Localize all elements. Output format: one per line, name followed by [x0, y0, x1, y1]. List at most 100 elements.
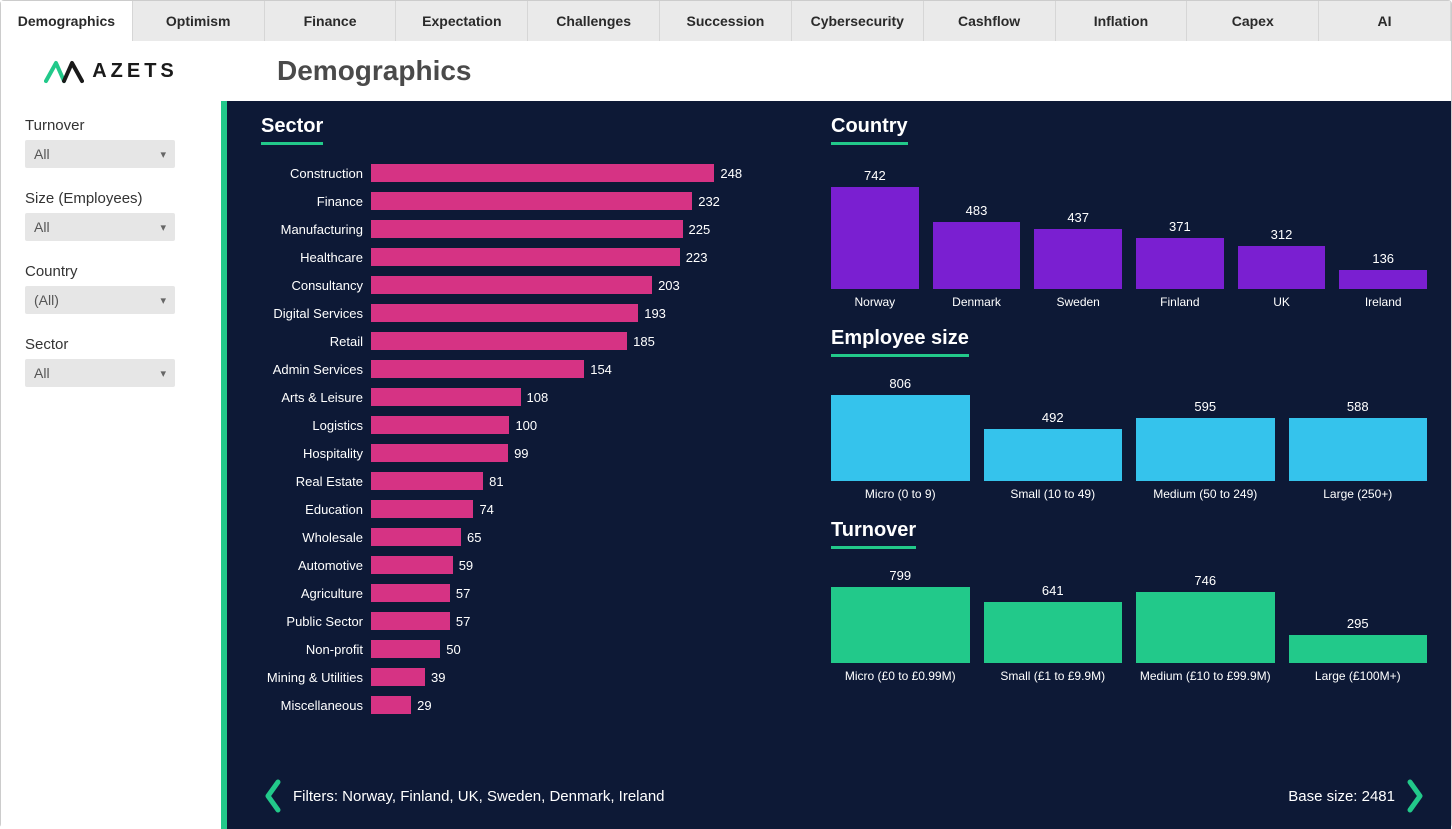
sector-bar-row: Finance232	[261, 187, 801, 215]
tab-ai[interactable]: AI	[1319, 1, 1451, 41]
next-arrow[interactable]	[1403, 776, 1427, 816]
sector-bar[interactable]	[371, 444, 508, 462]
filter-group-turnover: TurnoverAll▾	[25, 117, 197, 168]
tab-cybersecurity[interactable]: Cybersecurity	[792, 1, 924, 41]
sector-bar-label: Retail	[261, 334, 371, 349]
sector-bar-row: Healthcare223	[261, 243, 801, 271]
sector-bar[interactable]	[371, 696, 411, 714]
sector-bar[interactable]	[371, 584, 450, 602]
tab-succession[interactable]: Succession	[660, 1, 792, 41]
sector-bar[interactable]	[371, 304, 638, 322]
body-row: TurnoverAll▾Size (Employees)All▾Country(…	[1, 101, 1451, 829]
sector-bar-label: Construction	[261, 166, 371, 181]
filter-select[interactable]: (All)▾	[25, 286, 175, 314]
sector-bar[interactable]	[371, 416, 509, 434]
filter-select[interactable]: All▾	[25, 140, 175, 168]
tab-optimism[interactable]: Optimism	[133, 1, 265, 41]
sector-bar-value: 203	[658, 278, 680, 293]
vbar-value: 595	[1194, 399, 1216, 414]
sector-bar[interactable]	[371, 500, 473, 518]
filter-group-country: Country(All)▾	[25, 263, 197, 314]
sector-bar[interactable]	[371, 360, 584, 378]
vbar[interactable]	[831, 395, 970, 480]
sector-bar[interactable]	[371, 528, 461, 546]
filter-group-size-employees-: Size (Employees)All▾	[25, 190, 197, 241]
vbar[interactable]	[1136, 418, 1275, 481]
tab-inflation[interactable]: Inflation	[1056, 1, 1188, 41]
main-panel: Sector Construction248Finance232Manufact…	[227, 101, 1451, 829]
vbar[interactable]	[831, 187, 919, 289]
vbar[interactable]	[1034, 229, 1122, 289]
vbar-col: 295 Large (£100M+)	[1289, 616, 1428, 683]
vbar[interactable]	[1136, 238, 1224, 289]
sector-bar-track: 108	[371, 388, 801, 406]
tab-challenges[interactable]: Challenges	[528, 1, 660, 41]
sector-bar-label: Miscellaneous	[261, 698, 371, 713]
sector-bar[interactable]	[371, 192, 692, 210]
sector-bar-value: 108	[527, 390, 549, 405]
filters-summary: Filters: Norway, Finland, UK, Sweden, De…	[293, 788, 665, 805]
sector-bar-label: Real Estate	[261, 474, 371, 489]
sector-bar-value: 99	[514, 446, 528, 461]
sector-bar-value: 39	[431, 670, 445, 685]
vbar-value: 371	[1169, 219, 1191, 234]
sector-bar-value: 223	[686, 250, 708, 265]
vbar[interactable]	[984, 429, 1123, 481]
sector-bar-track: 232	[371, 192, 801, 210]
employee-size-chart: 806Micro (0 to 9)492Small (10 to 49)595M…	[831, 371, 1427, 501]
vbar[interactable]	[1339, 270, 1427, 289]
sector-bar-label: Logistics	[261, 418, 371, 433]
tab-finance[interactable]: Finance	[265, 1, 397, 41]
sector-bar-track: 185	[371, 332, 801, 350]
panel-content: Sector Construction248Finance232Manufact…	[261, 115, 1427, 773]
sector-bar[interactable]	[371, 556, 453, 574]
vbar-value: 295	[1347, 616, 1369, 631]
sector-bar[interactable]	[371, 640, 440, 658]
filter-select[interactable]: All▾	[25, 213, 175, 241]
vbar-col: 806Micro (0 to 9)	[831, 376, 970, 501]
sector-bar[interactable]	[371, 612, 450, 630]
vbar-label: Large (£100M+)	[1315, 669, 1401, 683]
sector-bar-label: Mining & Utilities	[261, 670, 371, 685]
tab-cashflow[interactable]: Cashflow	[924, 1, 1056, 41]
filter-select[interactable]: All▾	[25, 359, 175, 387]
sector-bar[interactable]	[371, 248, 680, 266]
sector-bar[interactable]	[371, 276, 652, 294]
vbar[interactable]	[1289, 418, 1428, 480]
sector-bar[interactable]	[371, 388, 521, 406]
prev-arrow[interactable]	[261, 776, 285, 816]
sector-bar-row: Digital Services193	[261, 299, 801, 327]
sector-bar-track: 225	[371, 220, 801, 238]
tab-capex[interactable]: Capex	[1187, 1, 1319, 41]
vbar[interactable]	[1238, 246, 1326, 289]
sector-bar[interactable]	[371, 472, 483, 490]
sector-bar[interactable]	[371, 164, 714, 182]
vbar[interactable]	[1136, 592, 1275, 662]
sector-bar[interactable]	[371, 220, 683, 238]
sector-bar-track: 100	[371, 416, 801, 434]
sector-bar-label: Consultancy	[261, 278, 371, 293]
vbar[interactable]	[984, 602, 1123, 662]
vbar[interactable]	[831, 587, 970, 662]
sector-bar[interactable]	[371, 668, 425, 686]
chevron-down-icon: ▾	[160, 367, 166, 380]
vbar-label: Medium (50 to 249)	[1153, 487, 1257, 501]
sector-bar-value: 29	[417, 698, 431, 713]
vbar-value: 136	[1372, 251, 1394, 266]
country-section: Country 742Norway483Denmark437Sweden371F…	[831, 115, 1427, 309]
sector-bar-value: 154	[590, 362, 612, 377]
sector-bar[interactable]	[371, 332, 627, 350]
tab-demographics[interactable]: Demographics	[1, 1, 133, 41]
sector-bar-value: 57	[456, 586, 470, 601]
sector-bar-value: 232	[698, 194, 720, 209]
base-size: Base size: 2481	[1288, 788, 1395, 805]
vbar-label: Norway	[854, 295, 895, 309]
vbar-label: Small (£1 to £9.9M)	[1000, 669, 1105, 683]
sector-bar-row: Admin Services154	[261, 355, 801, 383]
turnover-title: Turnover	[831, 519, 916, 549]
vbar[interactable]	[933, 222, 1021, 288]
vbar-col: 641Small (£1 to £9.9M)	[984, 583, 1123, 683]
vbar-col: 588Large (250+)	[1289, 399, 1428, 501]
tab-expectation[interactable]: Expectation	[396, 1, 528, 41]
vbar[interactable]	[1289, 635, 1428, 663]
